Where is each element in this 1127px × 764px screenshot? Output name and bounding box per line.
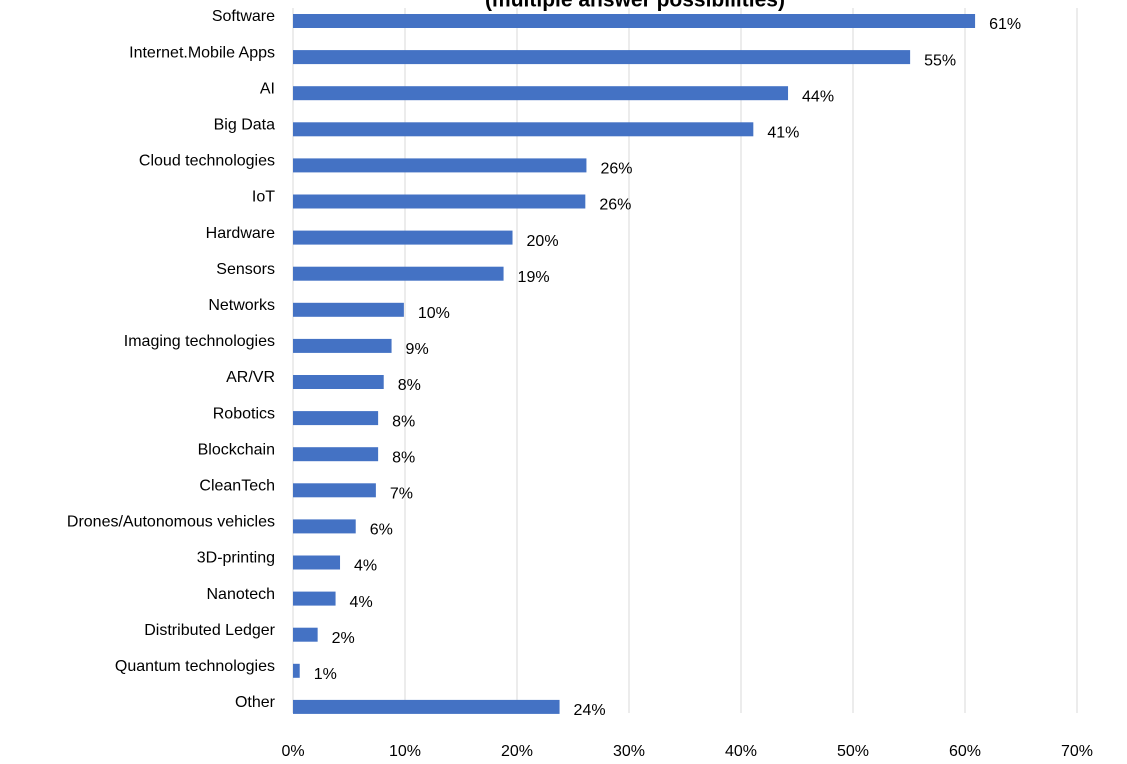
value-label: 8% [398,377,421,394]
bar [293,86,789,101]
value-label: 8% [392,449,415,466]
bar [293,122,754,137]
bar [293,266,504,281]
value-label: 44% [802,88,834,105]
bar [293,158,587,173]
y-tick-label: Drones/Autonomous vehicles [67,514,275,531]
y-tick-label: 3D-printing [197,550,275,567]
bar [293,663,300,678]
value-label: 8% [392,413,415,430]
value-label: 61% [989,16,1021,33]
value-label: 6% [370,522,393,539]
y-tick-label: Quantum technologies [115,658,275,675]
value-label: 4% [350,594,373,611]
value-label: 9% [406,341,429,358]
y-tick-label: AR/VR [226,369,275,386]
x-tick-label: 50% [837,743,869,760]
y-tick-label: Blockchain [198,441,275,458]
bar [293,375,384,389]
bar [293,338,392,353]
x-tick-label: 10% [389,743,421,760]
y-tick-label: Sensors [216,261,275,278]
chart-subtitle: (multiple answer possibilities) [485,0,785,12]
bar [293,447,379,462]
y-tick-label: Imaging technologies [124,333,275,350]
y-tick-label: Other [235,694,276,711]
bar [293,14,976,28]
bar [293,555,341,570]
y-tick-label: Software [212,8,275,25]
value-label: 26% [600,161,632,178]
bar [293,302,404,317]
x-tick-label: 20% [501,743,533,760]
bar [293,591,336,606]
value-label: 41% [767,125,799,142]
y-tick-label: Hardware [206,225,275,242]
value-label: 26% [599,197,631,214]
y-tick-label: Big Data [214,117,275,134]
x-tick-label: 30% [613,743,645,760]
value-label: 10% [418,305,450,322]
value-label: 2% [332,630,355,647]
bar [293,519,356,534]
value-label: 4% [354,558,377,575]
y-tick-label: Cloud technologies [139,153,275,170]
bar [293,411,379,426]
y-tick-label: IoT [252,189,275,206]
value-label: 55% [924,52,956,69]
x-tick-label: 40% [725,743,757,760]
y-tick-label: Networks [208,297,275,314]
value-label: 7% [390,486,413,503]
x-tick-label: 60% [949,743,981,760]
value-label: 19% [518,269,550,286]
bar [293,627,318,642]
x-tick-label: 0% [281,743,304,760]
y-tick-label: AI [260,80,275,97]
value-label: 20% [527,233,559,250]
bar [293,194,586,209]
y-tick-label: Distributed Ledger [144,622,275,639]
y-tick-label: Nanotech [207,586,276,603]
bar [293,483,376,498]
y-tick-label: CleanTech [199,478,275,495]
y-tick-label: Robotics [213,405,275,422]
bar [293,50,911,65]
value-label: 24% [574,702,606,719]
x-tick-label: 70% [1061,743,1093,760]
value-label: 1% [314,666,337,683]
bar [293,230,513,245]
bar [293,699,560,714]
y-tick-label: Internet.Mobile Apps [129,44,275,61]
